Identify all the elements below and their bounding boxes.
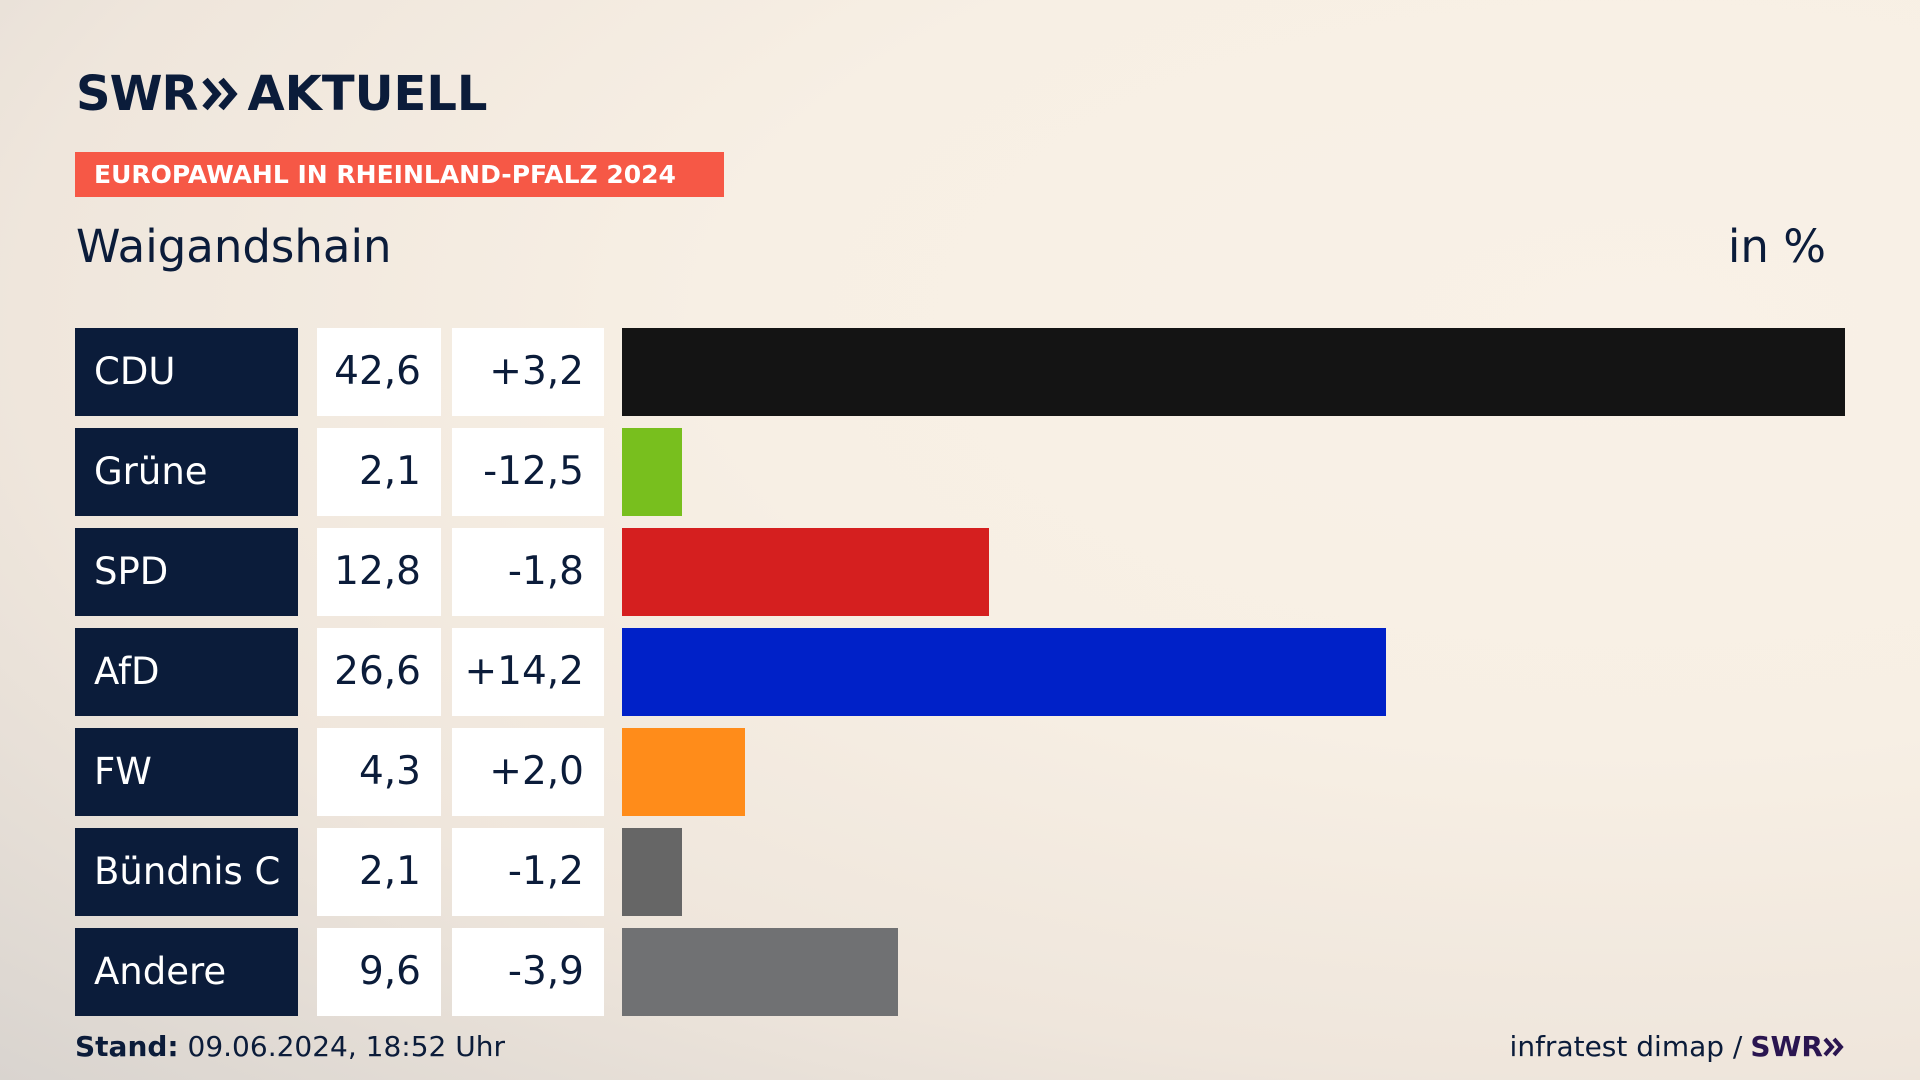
result-bar bbox=[622, 528, 989, 616]
stand-label: Stand: bbox=[75, 1030, 179, 1063]
result-bar bbox=[622, 928, 898, 1016]
change-value: +3,2 bbox=[452, 328, 604, 416]
chart-row: Grüne 2,1 -12,5 bbox=[75, 428, 1845, 516]
vote-share-value: 12,8 bbox=[317, 528, 441, 616]
double-chevron-icon bbox=[201, 75, 241, 113]
chart-row: SPD 12,8 -1,8 bbox=[75, 528, 1845, 616]
change-value: +14,2 bbox=[452, 628, 604, 716]
change-value: +2,0 bbox=[452, 728, 604, 816]
result-bar bbox=[622, 428, 682, 516]
party-label: FW bbox=[75, 728, 298, 816]
vote-share-value: 2,1 bbox=[317, 428, 441, 516]
unit-label: in % bbox=[1727, 220, 1826, 273]
swr-small-text: SWR bbox=[1750, 1030, 1823, 1063]
party-label: Andere bbox=[75, 928, 298, 1016]
source-text: infratest dimap / bbox=[1509, 1030, 1743, 1063]
swr-aktuell-logo: SWR AKTUELL bbox=[76, 66, 488, 122]
chart-row: Bündnis C 2,1 -1,2 bbox=[75, 828, 1845, 916]
stand-value: 09.06.2024, 18:52 Uhr bbox=[187, 1030, 505, 1063]
result-bar bbox=[622, 628, 1386, 716]
change-value: -3,9 bbox=[452, 928, 604, 1016]
vote-share-value: 26,6 bbox=[317, 628, 441, 716]
change-value: -1,2 bbox=[452, 828, 604, 916]
result-bar bbox=[622, 828, 682, 916]
vote-share-value: 2,1 bbox=[317, 828, 441, 916]
result-bar bbox=[622, 728, 745, 816]
change-value: -1,8 bbox=[452, 528, 604, 616]
source-credit: infratest dimap / SWR bbox=[1510, 1030, 1845, 1063]
party-label: Bündnis C bbox=[75, 828, 298, 916]
result-bar bbox=[622, 328, 1845, 416]
chart-row: AfD 26,6 +14,2 bbox=[75, 628, 1845, 716]
chart-row: Andere 9,6 -3,9 bbox=[75, 928, 1845, 1016]
chart-row: CDU 42,6 +3,2 bbox=[75, 328, 1845, 416]
vote-share-value: 42,6 bbox=[317, 328, 441, 416]
party-label: SPD bbox=[75, 528, 298, 616]
election-banner: EUROPAWAHL IN RHEINLAND-PFALZ 2024 bbox=[75, 152, 724, 197]
party-label: CDU bbox=[75, 328, 298, 416]
change-value: -12,5 bbox=[452, 428, 604, 516]
party-label: AfD bbox=[75, 628, 298, 716]
swr-small-logo: SWR bbox=[1750, 1030, 1845, 1063]
logo-swr-text: SWR bbox=[76, 66, 198, 122]
region-title: Waigandshain bbox=[76, 220, 392, 273]
party-label: Grüne bbox=[75, 428, 298, 516]
vote-share-value: 4,3 bbox=[317, 728, 441, 816]
timestamp: Stand: 09.06.2024, 18:52 Uhr bbox=[75, 1030, 505, 1063]
vote-share-value: 9,6 bbox=[317, 928, 441, 1016]
small-chevron-icon bbox=[1823, 1037, 1844, 1056]
chart-row: FW 4,3 +2,0 bbox=[75, 728, 1845, 816]
logo-aktuell-text: AKTUELL bbox=[247, 66, 488, 122]
